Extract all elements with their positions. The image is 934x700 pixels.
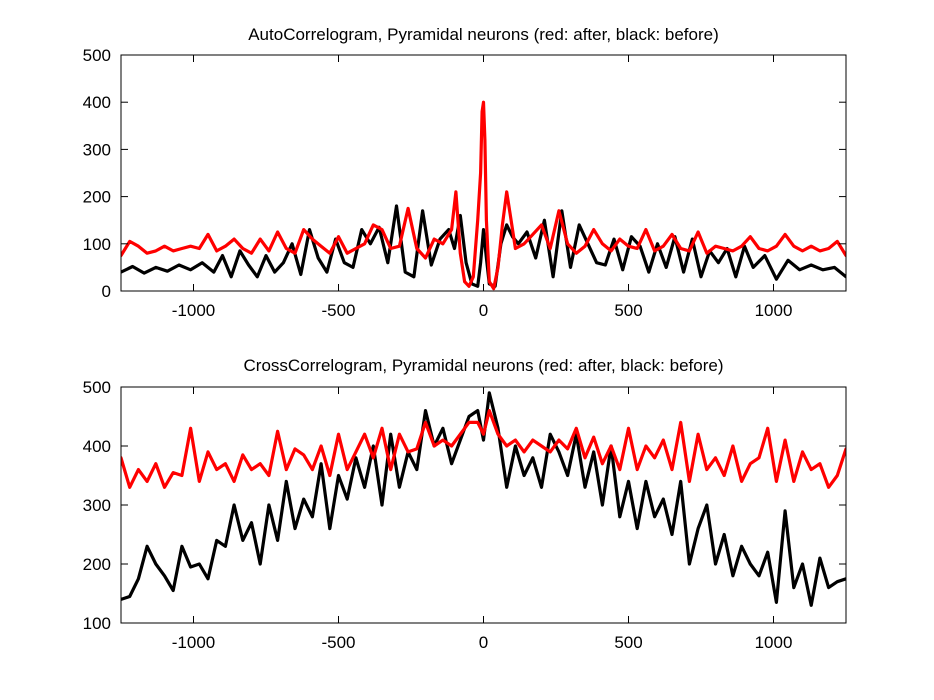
- chart-title: AutoCorrelogram, Pyramidal neurons (red:…: [248, 25, 719, 44]
- x-tick-label: 1000: [755, 301, 793, 320]
- plot-area: [121, 391, 846, 607]
- x-tick-label: 500: [614, 301, 642, 320]
- y-tick-label: 300: [83, 496, 111, 515]
- y-tick-label: 400: [83, 93, 111, 112]
- y-tick-label: 500: [83, 378, 111, 397]
- y-tick-label: 200: [83, 188, 111, 207]
- chart-title: CrossCorrelogram, Pyramidal neurons (red…: [244, 356, 724, 375]
- axes-frame: [120, 54, 847, 292]
- x-tick-label: 500: [614, 633, 642, 652]
- series-after-line: [121, 100, 846, 291]
- x-tick-label: 1000: [755, 633, 793, 652]
- y-tick-label: 0: [102, 282, 111, 301]
- y-tick-label: 500: [83, 46, 111, 65]
- series-before-line: [121, 204, 846, 288]
- x-tick-label: -1000: [172, 633, 215, 652]
- x-tick-label: 0: [479, 301, 488, 320]
- series-before-line: [121, 391, 846, 607]
- x-tick-label: -500: [321, 633, 355, 652]
- y-tick-label: 100: [83, 614, 111, 633]
- plot-area: [121, 100, 846, 291]
- axes-frame: [120, 386, 847, 624]
- series-after-line: [121, 409, 846, 489]
- y-tick-label: 200: [83, 555, 111, 574]
- x-tick-label: 0: [479, 633, 488, 652]
- y-tick-label: 100: [83, 235, 111, 254]
- y-tick-label: 400: [83, 437, 111, 456]
- crosscorrelogram-panel: CrossCorrelogram, Pyramidal neurons (red…: [83, 356, 847, 652]
- autocorrelogram-panel: AutoCorrelogram, Pyramidal neurons (red:…: [83, 25, 847, 320]
- x-tick-label: -1000: [172, 301, 215, 320]
- x-tick-label: -500: [321, 301, 355, 320]
- y-tick-label: 300: [83, 140, 111, 159]
